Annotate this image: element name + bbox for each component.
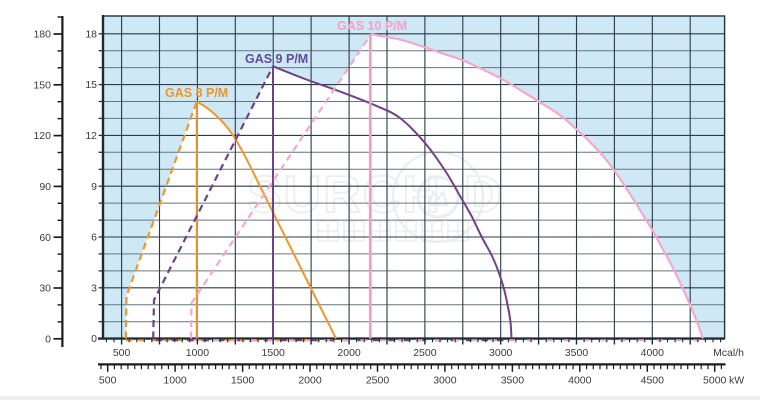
svg-text:12: 12 xyxy=(85,130,97,142)
svg-text:150: 150 xyxy=(33,79,51,91)
svg-text:0: 0 xyxy=(45,333,51,345)
svg-text:GAS 10 P/M: GAS 10 P/M xyxy=(337,19,407,33)
svg-text:D: D xyxy=(464,166,502,224)
svg-text:2500: 2500 xyxy=(366,374,390,386)
svg-text:9: 9 xyxy=(91,181,97,193)
svg-text:SURCH: SURCH xyxy=(247,166,442,224)
svg-text:1000: 1000 xyxy=(186,347,210,359)
svg-text:120: 120 xyxy=(33,130,51,142)
svg-text:500: 500 xyxy=(99,374,117,386)
svg-text:4000: 4000 xyxy=(641,347,665,359)
svg-text:kW: kW xyxy=(729,374,744,386)
svg-text:3500: 3500 xyxy=(565,347,589,359)
svg-text:GAS 8 P/M: GAS 8 P/M xyxy=(165,86,228,100)
svg-text:1500: 1500 xyxy=(262,347,286,359)
svg-text:Mcal/h: Mcal/h xyxy=(713,347,744,359)
svg-text:2000: 2000 xyxy=(298,374,322,386)
svg-text:2500: 2500 xyxy=(413,347,437,359)
svg-text:90: 90 xyxy=(39,181,51,193)
svg-text:3000: 3000 xyxy=(489,347,513,359)
svg-text:30: 30 xyxy=(39,283,51,295)
svg-text:3: 3 xyxy=(91,282,97,294)
svg-text:18: 18 xyxy=(85,28,97,40)
svg-text:4000: 4000 xyxy=(568,374,592,386)
svg-text:GAS 9 P/M: GAS 9 P/M xyxy=(245,52,308,66)
svg-text:5000: 5000 xyxy=(703,374,727,386)
svg-text:2000: 2000 xyxy=(337,347,361,359)
svg-text:4500: 4500 xyxy=(641,374,665,386)
svg-text:60: 60 xyxy=(39,232,51,244)
svg-text:1000: 1000 xyxy=(163,374,187,386)
svg-text:1500: 1500 xyxy=(231,374,255,386)
svg-text:0: 0 xyxy=(91,333,97,345)
svg-text:3500: 3500 xyxy=(501,374,525,386)
svg-text:3000: 3000 xyxy=(433,374,457,386)
svg-text:180: 180 xyxy=(33,29,51,41)
svg-text:6: 6 xyxy=(91,232,97,244)
svg-text:15: 15 xyxy=(85,79,97,91)
svg-text:500: 500 xyxy=(113,347,131,359)
